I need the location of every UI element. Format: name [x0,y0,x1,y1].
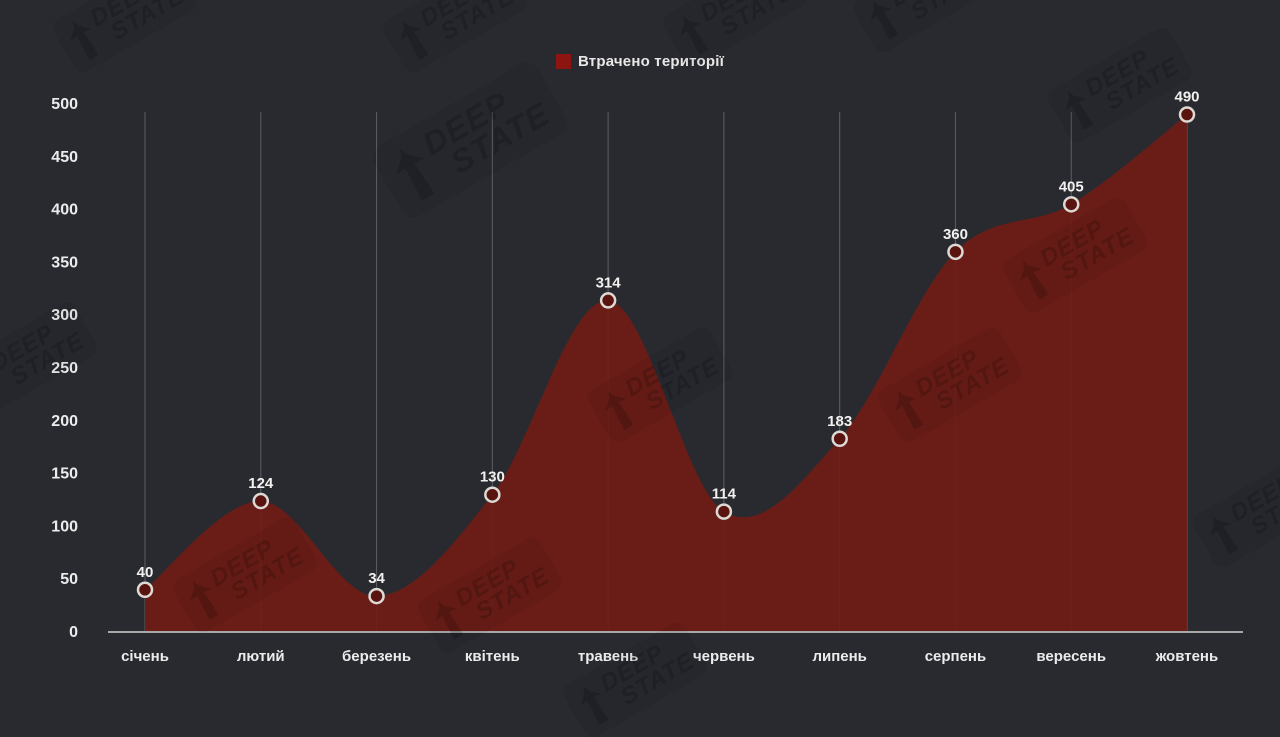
point-label: 34 [368,570,385,587]
point-label: 40 [137,564,154,581]
point-marker [715,503,733,520]
x-tick-label: вересень [1036,648,1106,665]
point-label: 124 [248,475,274,492]
point-label: 314 [596,274,622,291]
y-tick-label: 450 [51,149,78,166]
point-marker [831,430,848,448]
point-label: 183 [827,413,852,430]
legend-swatch [555,53,571,69]
y-tick-label: 100 [51,518,78,535]
y-tick-label: 250 [51,360,78,377]
x-tick-label: серпень [925,648,987,665]
y-tick-label: 150 [51,466,78,483]
point-marker [136,581,154,599]
y-tick-label: 500 [51,96,78,113]
point-label: 360 [943,226,968,243]
point-label: 405 [1059,178,1084,195]
y-tick-label: 350 [51,254,78,271]
x-tick-label: липень [812,648,866,665]
x-tick-label: червень [693,648,755,665]
x-tick-label: жовтень [1155,648,1218,665]
y-tick-label: 0 [69,624,78,641]
point-marker [252,492,270,510]
point-label: 130 [480,469,505,486]
y-tick-label: 50 [60,571,78,588]
x-tick-label: лютий [237,648,285,665]
point-marker [947,243,964,261]
point-marker [1062,196,1080,213]
y-tick-label: 300 [51,307,78,324]
point-marker [368,587,385,605]
y-tick-label: 400 [51,202,78,219]
x-tick-label: січень [121,648,169,665]
point-marker [484,486,501,503]
point-label: 114 [712,486,737,503]
legend-label: Втрачено території [577,52,725,70]
y-tick-label: 200 [51,413,78,430]
legend: Втрачено території [0,52,1280,70]
point-label: 490 [1175,89,1200,106]
x-tick-label: травень [578,648,639,665]
x-tick-label: березень [342,648,411,665]
point-marker [599,292,617,309]
x-tick-label: квітень [465,648,520,665]
point-marker [1178,106,1196,123]
area-series [145,114,1187,633]
